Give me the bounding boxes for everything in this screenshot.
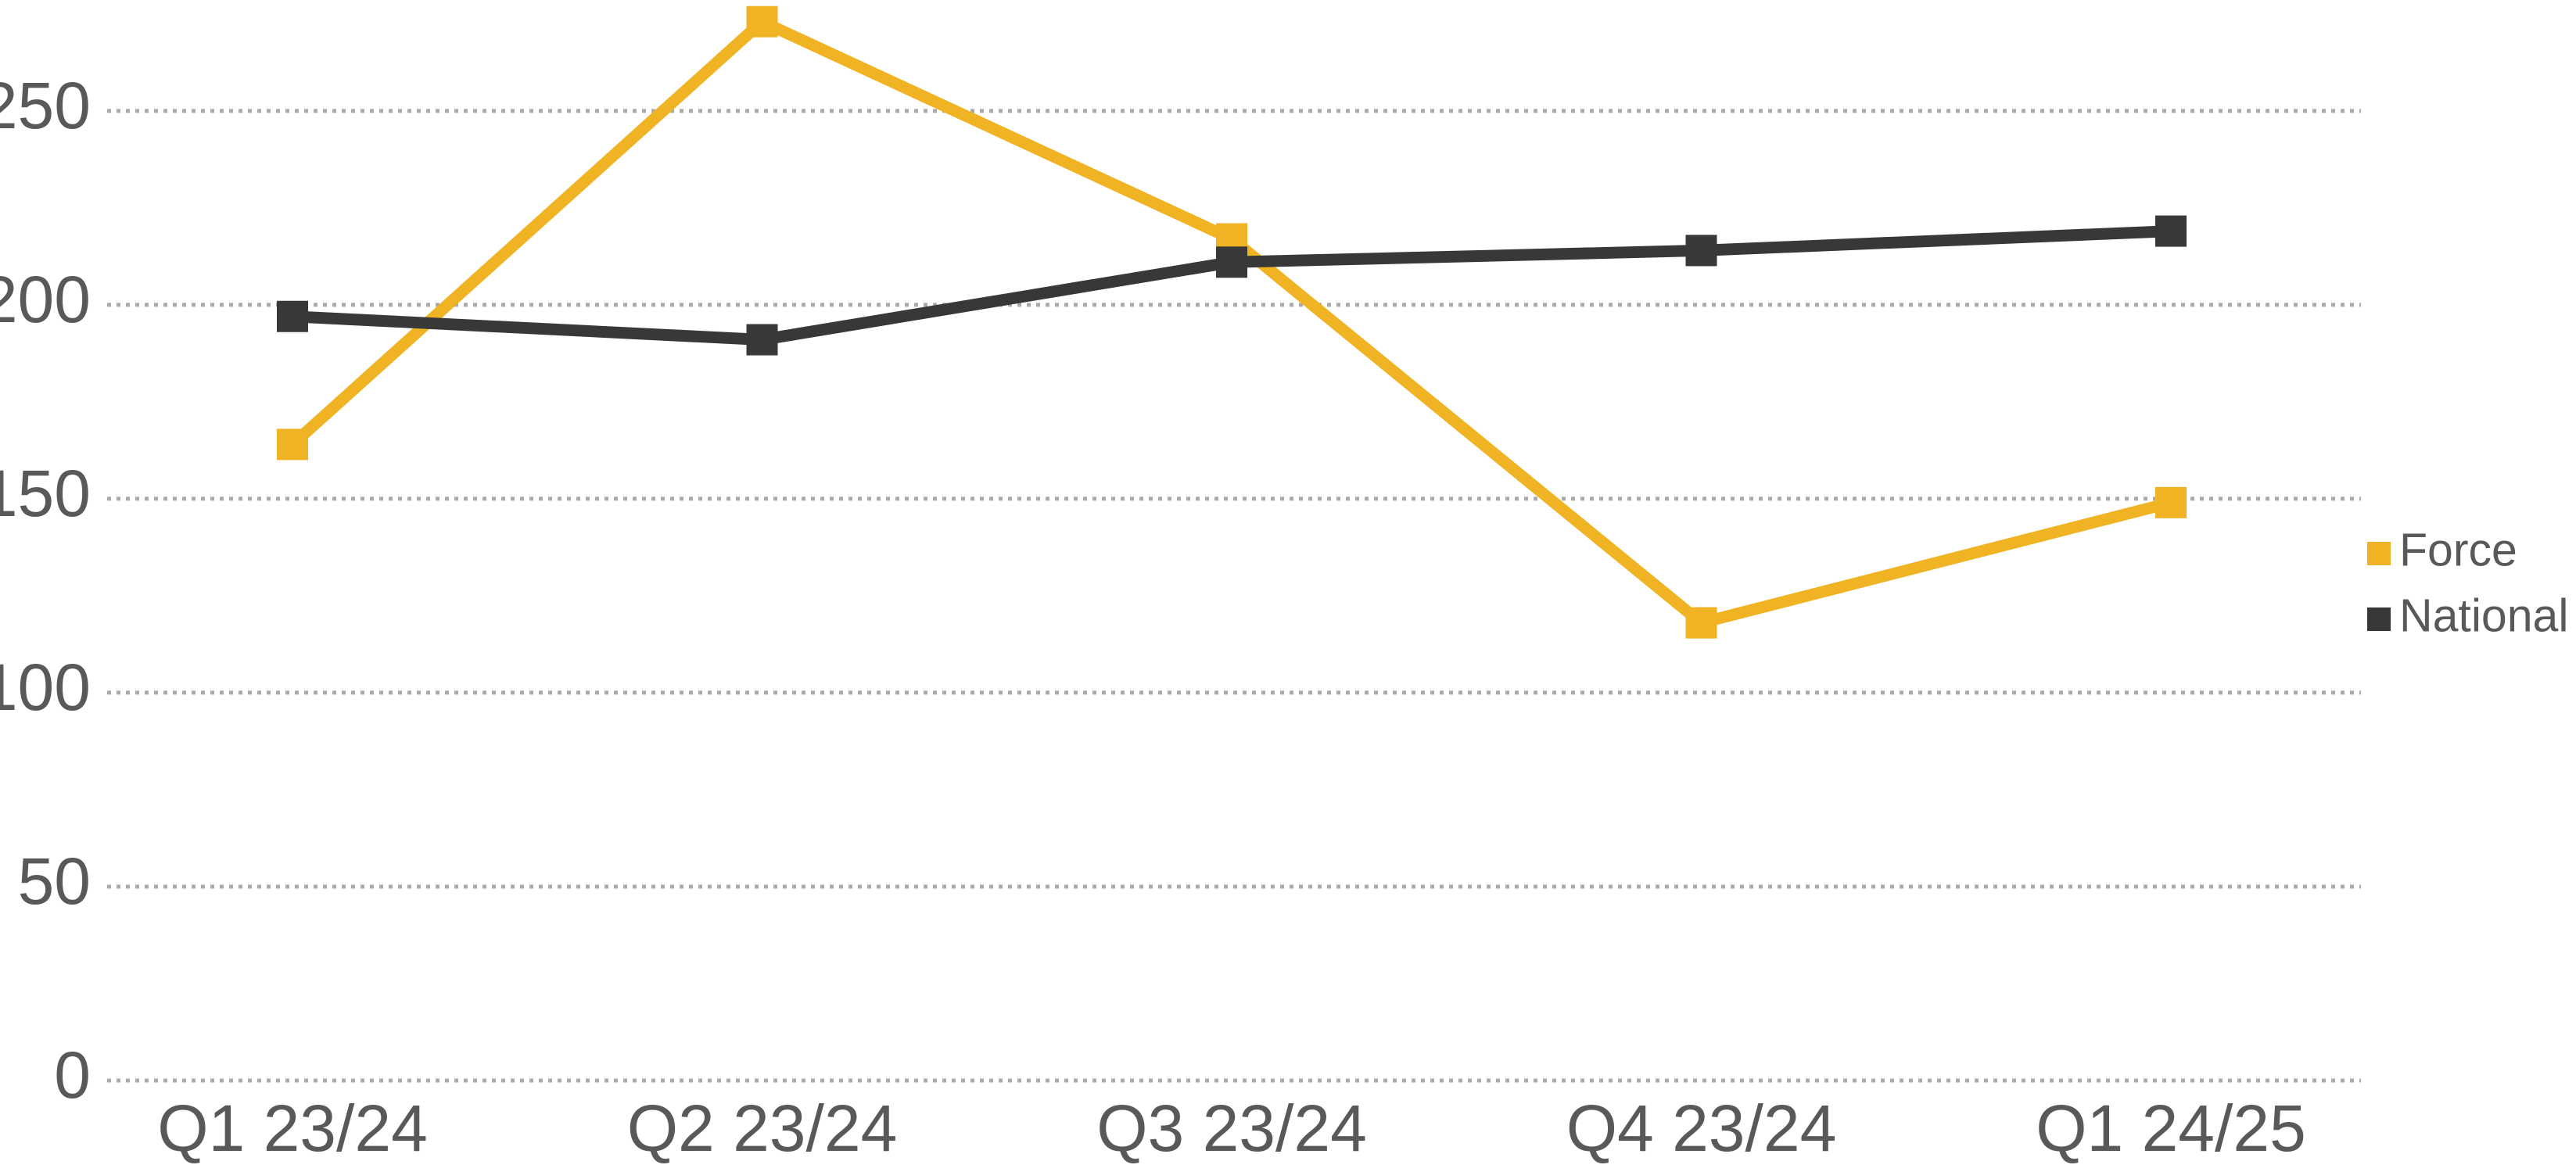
- series-line: [288, 16, 2172, 629]
- point-marker: [2155, 486, 2187, 518]
- legend-label: Force: [2399, 525, 2517, 576]
- y-tick-label: 0: [54, 1038, 91, 1112]
- x-tick-label: Q2 23/24: [627, 1091, 898, 1165]
- y-tick-label: 50: [18, 844, 91, 918]
- y-tick-label: 200: [0, 263, 91, 336]
- legend-label: National: [2399, 590, 2568, 642]
- point-marker: [746, 5, 778, 38]
- point-marker: [1685, 235, 1717, 267]
- x-tick-label: Q1 24/25: [2036, 1091, 2306, 1165]
- legend-swatch: [2367, 608, 2391, 631]
- x-tick-label: Q3 23/24: [1096, 1091, 1367, 1165]
- legend-swatch: [2367, 542, 2391, 565]
- y-tick-label: 250: [0, 69, 91, 142]
- y-tick-label: 150: [0, 457, 91, 530]
- y-tick-label: 100: [0, 651, 91, 724]
- x-tick-label: Q1 23/24: [157, 1091, 428, 1165]
- point-marker: [746, 324, 778, 356]
- point-marker: [1216, 246, 1247, 278]
- point-marker: [2155, 215, 2187, 247]
- point-marker: [1685, 607, 1717, 639]
- point-marker: [277, 300, 308, 332]
- x-tick-label: Q4 23/24: [1566, 1091, 1837, 1165]
- point-marker: [277, 428, 308, 461]
